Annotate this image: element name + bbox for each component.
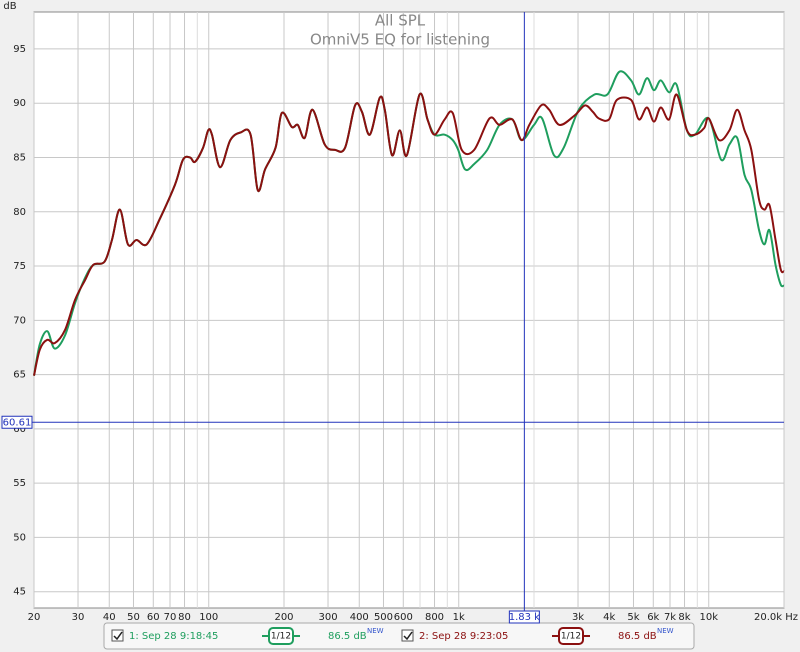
legend-checkbox[interactable] bbox=[111, 629, 124, 642]
x-tick-label: 4k bbox=[603, 612, 615, 623]
y-tick-label: 95 bbox=[13, 44, 26, 55]
x-tick-label: 70 bbox=[164, 612, 177, 623]
x-tick-label: 6k bbox=[647, 612, 659, 623]
legend-smoothing: 1/12 bbox=[271, 632, 291, 642]
legend-smoothing-box[interactable] bbox=[558, 627, 584, 645]
legend-name: 2: Sep 28 9:23:05 bbox=[419, 631, 508, 642]
legend-smoothing-box[interactable] bbox=[268, 627, 294, 645]
x-tick-label: 30 bbox=[72, 612, 85, 623]
legend-checkbox[interactable] bbox=[401, 629, 414, 642]
y-axis-label: dB bbox=[3, 1, 16, 12]
chart-subtitle: OmniV5 EQ for listening bbox=[310, 31, 490, 49]
y-tick-label: 50 bbox=[13, 532, 26, 543]
y-tick-label: 70 bbox=[13, 315, 26, 326]
cursor-y-box bbox=[1, 415, 33, 429]
cursor-y-label: 60.61 bbox=[3, 417, 32, 428]
x-tick-label: 50 bbox=[127, 612, 140, 623]
grid bbox=[33, 12, 785, 608]
legend-box bbox=[103, 622, 695, 650]
y-tick-label: 90 bbox=[13, 98, 26, 109]
chart-title: All SPL bbox=[375, 12, 426, 30]
y-tick-label: 75 bbox=[13, 261, 26, 272]
legend-badge: NEW bbox=[657, 627, 674, 635]
y-tick-label: 80 bbox=[13, 207, 26, 218]
x-tick-label: 200 bbox=[274, 612, 293, 623]
x-tick-label: 8k bbox=[678, 612, 690, 623]
y-tick-label: 45 bbox=[13, 587, 26, 598]
y-tick-label: 65 bbox=[13, 370, 26, 381]
x-tick-label: 300 bbox=[318, 612, 337, 623]
x-tick-label: 80 bbox=[178, 612, 191, 623]
x-tick-label: 3k bbox=[572, 612, 584, 623]
x-tick-label: 100 bbox=[199, 612, 218, 623]
x-tick-label: 5k bbox=[627, 612, 639, 623]
y-tick-label: 55 bbox=[13, 478, 26, 489]
x-tick-label: 800 bbox=[425, 612, 444, 623]
x-tick-label: 400 bbox=[350, 612, 369, 623]
x-tick-label: 60 bbox=[147, 612, 160, 623]
legend-badge: NEW bbox=[367, 627, 384, 635]
cursor-x-box bbox=[508, 610, 540, 624]
series-line bbox=[33, 92, 785, 376]
x-tick-label: 10k bbox=[699, 612, 718, 623]
lines bbox=[33, 70, 785, 376]
legend-check bbox=[403, 631, 413, 641]
legend-smoothing: 1/12 bbox=[561, 632, 581, 642]
y-tick-label: 85 bbox=[13, 152, 26, 163]
x-tick-label: 500 bbox=[374, 612, 393, 623]
x-tick-label: 20.0k Hz bbox=[754, 612, 798, 623]
x-tick-label: 1k bbox=[453, 612, 465, 623]
legend-level: 86.5 dB bbox=[328, 631, 367, 642]
plot-area bbox=[33, 11, 785, 609]
cursor-x-label: 1.83 k bbox=[509, 612, 540, 623]
x-tick-label: 20 bbox=[28, 612, 41, 623]
x-tick-label: 7k bbox=[664, 612, 676, 623]
y-tick-label: 60 bbox=[13, 424, 26, 435]
legend-level: 86.5 dB bbox=[618, 631, 657, 642]
x-tick-label: 40 bbox=[103, 612, 116, 623]
legend-check bbox=[113, 631, 123, 641]
legend-name: 1: Sep 28 9:18:45 bbox=[129, 631, 218, 642]
x-tick-label: 600 bbox=[394, 612, 413, 623]
